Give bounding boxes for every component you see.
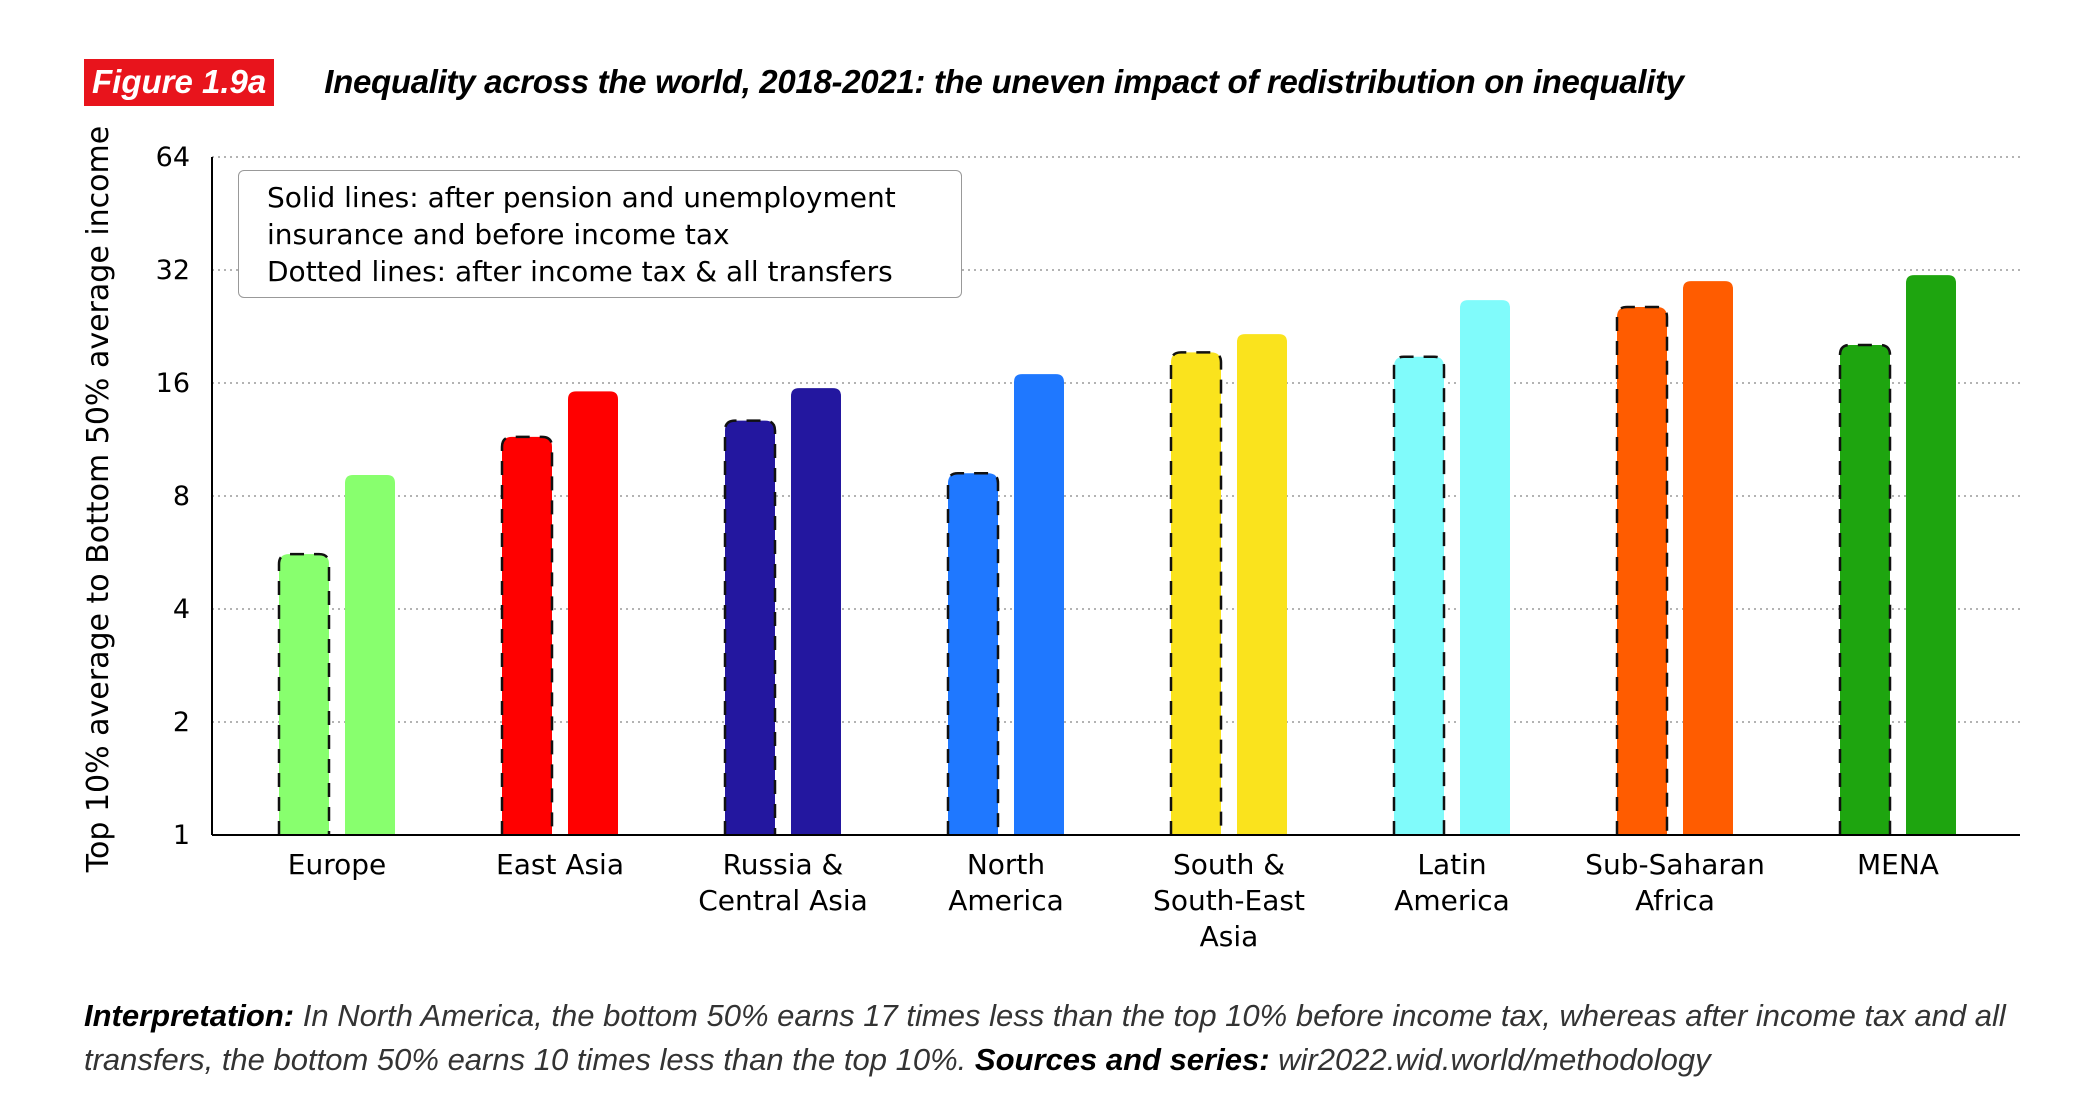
- category-label-3-line-1: Russia &: [723, 848, 844, 881]
- category-label-5-line-3: Asia: [1200, 920, 1259, 953]
- category-label-2-line-1: East Asia: [496, 848, 624, 881]
- y-tick-label-2: 2: [173, 707, 190, 738]
- bar-solid-5: [1237, 334, 1287, 835]
- bar-dashed-4: [946, 471, 1000, 835]
- legend-line-2: insurance and before income tax: [267, 218, 730, 251]
- figure-title: Inequality across the world, 2018-2021: …: [324, 63, 1684, 100]
- legend-line-3: Dotted lines: after income tax & all tra…: [267, 255, 893, 288]
- category-label-4-line-1: North: [967, 848, 1045, 881]
- bar-dashed-2: [500, 435, 554, 835]
- bar-solid-8: [1906, 275, 1956, 836]
- y-tick-label-64: 64: [156, 142, 190, 173]
- bar-solid-6: [1460, 300, 1510, 835]
- sources-label: Sources and series:: [974, 1042, 1270, 1077]
- footer-note: Interpretation: In North America, the bo…: [84, 994, 2034, 1082]
- category-label-2: East Asia: [496, 848, 624, 881]
- category-label-5-line-2: South-East: [1153, 884, 1305, 917]
- axes: [211, 157, 2020, 836]
- bar-dashed-1: [277, 552, 331, 835]
- bar-dashed-7: [1615, 305, 1669, 835]
- bar-dashed-3: [723, 419, 777, 835]
- category-label-5-line-1: South &: [1173, 848, 1285, 881]
- y-tick-label-8: 8: [173, 481, 190, 512]
- category-label-8: MENA: [1857, 848, 1939, 881]
- y-tick-labels: 1 2 4 8 16 32 64: [156, 142, 190, 851]
- figure-header: Figure 1.9a Inequality across the world,…: [84, 58, 1684, 106]
- figure-label: Figure 1.9a: [84, 58, 275, 106]
- bar-solid-2: [568, 391, 618, 835]
- bar-solid-7: [1683, 281, 1733, 835]
- y-tick-label-16: 16: [156, 368, 190, 399]
- bar-solid-1: [345, 474, 395, 835]
- category-label-7-line-1: Sub-Saharan: [1585, 848, 1765, 881]
- category-label-7-line-2: Africa: [1635, 884, 1715, 917]
- bar-solid-4: [1014, 374, 1064, 835]
- y-tick-label-1: 1: [173, 820, 190, 851]
- category-label-1-line-1: Europe: [288, 848, 386, 881]
- category-label-7: Sub-Saharan Africa: [1585, 848, 1765, 917]
- category-label-8-line-1: MENA: [1857, 848, 1939, 881]
- category-label-3-line-2: Central Asia: [698, 884, 868, 917]
- y-tick-label-32: 32: [156, 255, 190, 286]
- legend-line-1: Solid lines: after pension and unemploym…: [267, 181, 896, 214]
- category-label-6-line-1: Latin: [1417, 848, 1486, 881]
- bar-dashed-6: [1392, 355, 1446, 835]
- interpretation-text: In North America, the bottom 50% earns 1…: [84, 998, 2006, 1077]
- bar-solid-3: [791, 388, 841, 835]
- category-label-6: Latin America: [1394, 848, 1510, 917]
- legend-box: Solid lines: after pension and unemploym…: [238, 170, 962, 298]
- category-label-1: Europe: [288, 848, 386, 881]
- interpretation-label: Interpretation:: [84, 998, 295, 1033]
- category-label-3: Russia & Central Asia: [698, 848, 868, 917]
- bar-dashed-8: [1838, 343, 1892, 835]
- y-tick-label-4: 4: [173, 594, 190, 625]
- category-label-6-line-2: America: [1394, 884, 1510, 917]
- bar-dashed-5: [1169, 351, 1223, 835]
- category-label-4-line-2: America: [948, 884, 1064, 917]
- category-labels: Europe East Asia Russia & Central Asia North…: [288, 848, 1939, 953]
- bars: [277, 275, 1956, 836]
- y-axis-title: Top 10% average to Bottom 50% average in…: [81, 126, 116, 873]
- sources-text: wir2022.wid.world/methodology: [1269, 1042, 1711, 1077]
- category-label-5: South & South-East Asia: [1153, 848, 1305, 953]
- category-label-4: North America: [948, 848, 1064, 917]
